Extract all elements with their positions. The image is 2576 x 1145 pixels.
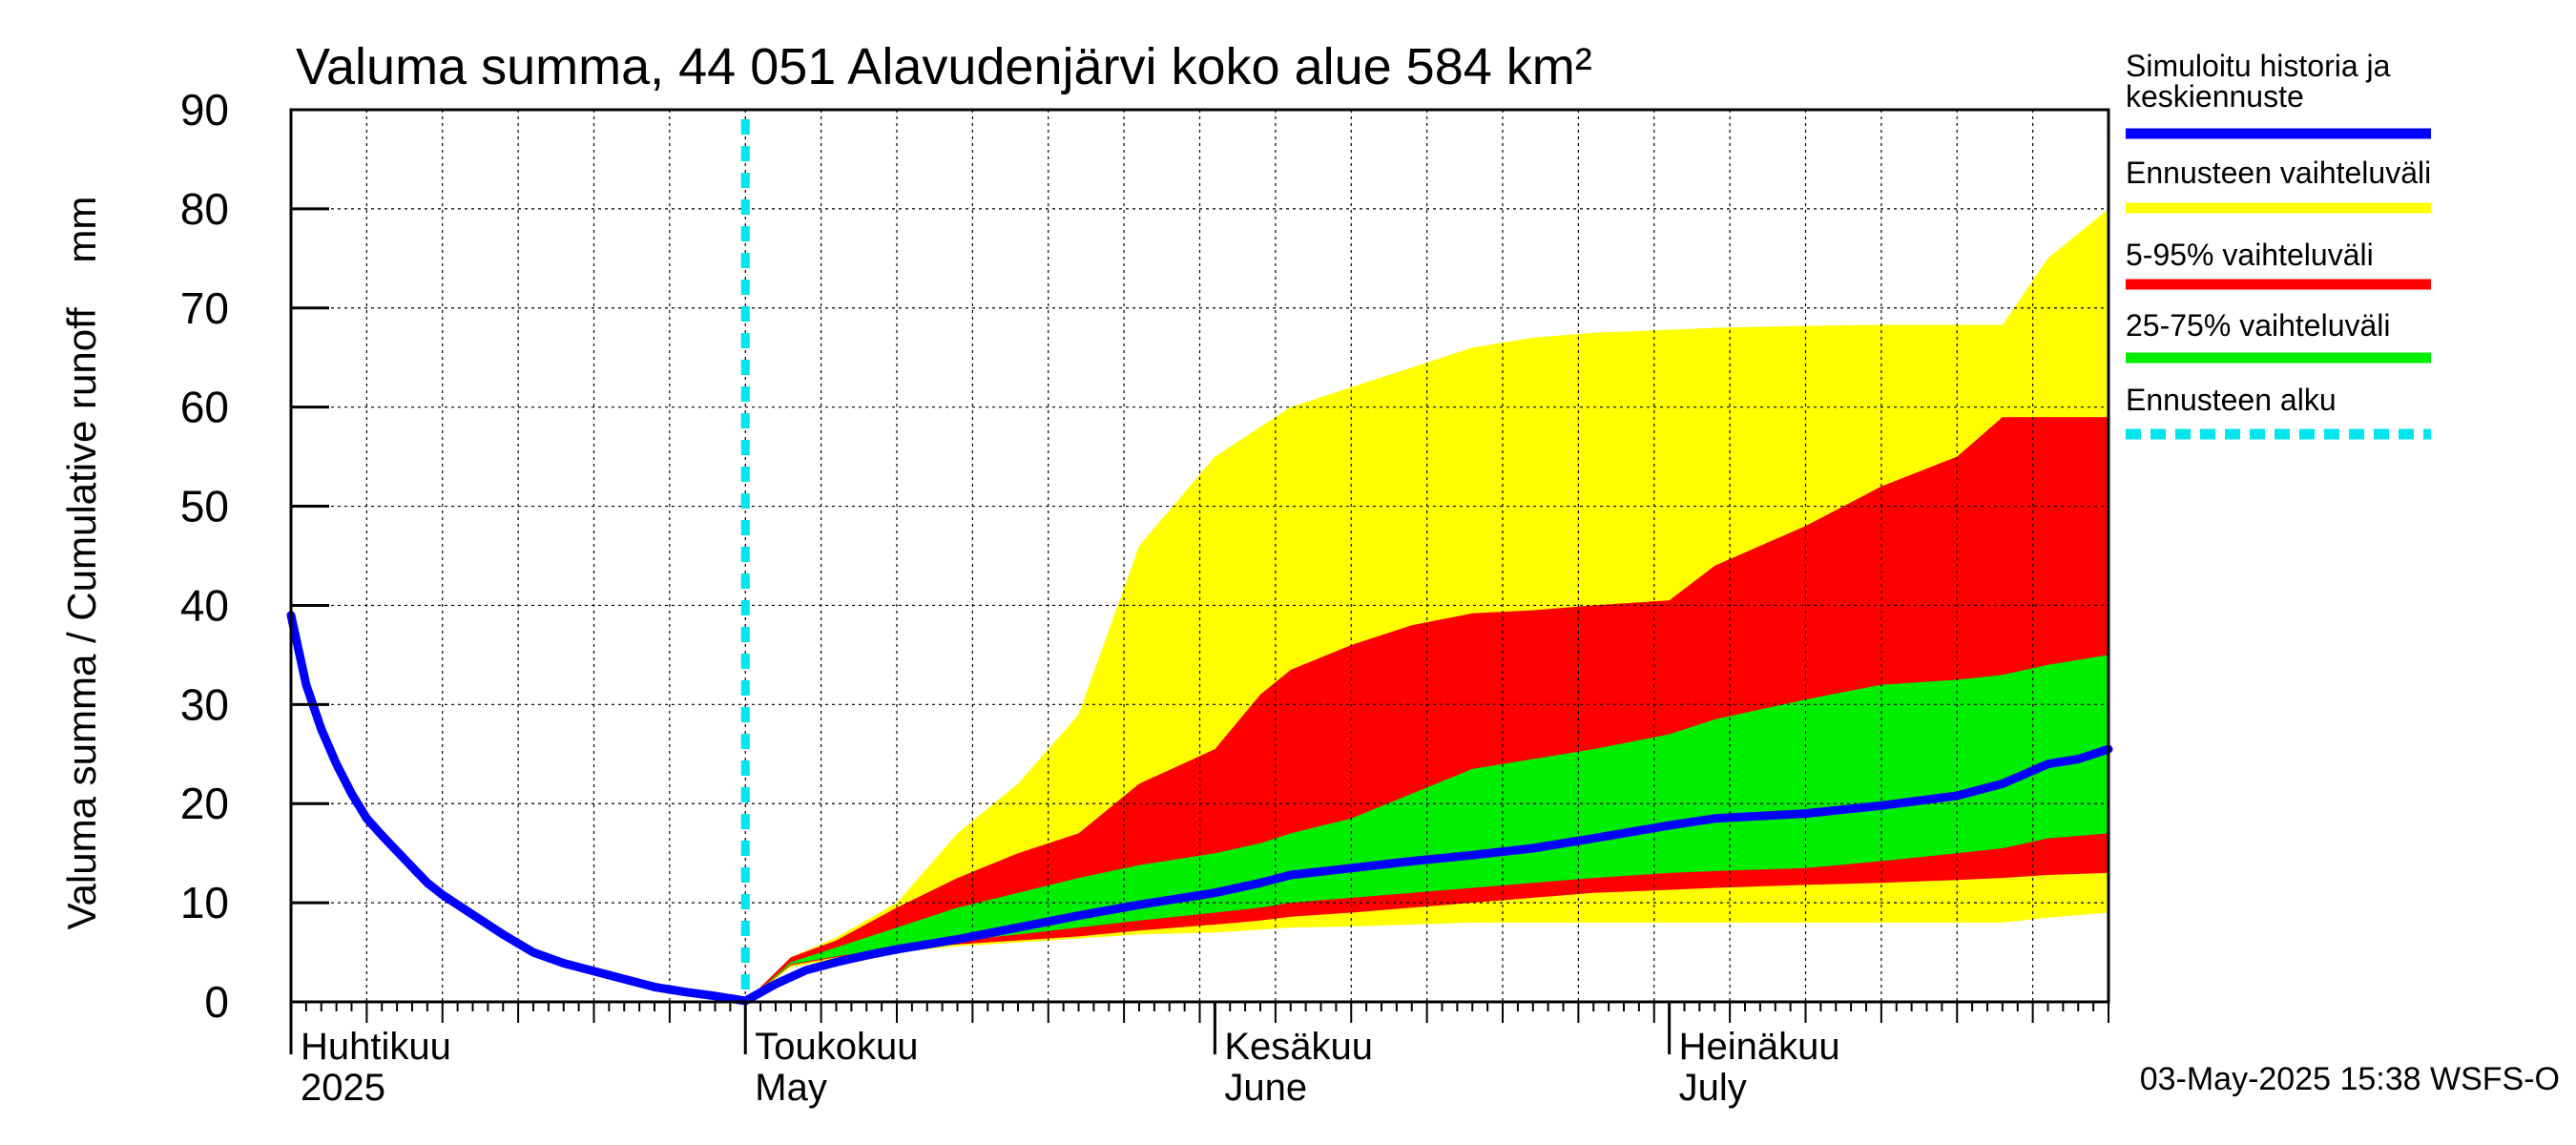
y-tick-label: 80 [180,184,229,234]
chart-title: Valuma summa, 44 051 Alavudenjärvi koko … [296,38,1592,95]
median-layer [286,611,2113,1006]
y-tick-label: 90 [180,85,229,135]
y-tick-label: 20 [180,779,229,828]
y-tick-label: 0 [204,977,229,1027]
legend-label: Ennusteen vaihteluväli [2126,156,2431,190]
legend-label: Ennusteen alku [2126,383,2337,417]
y-tick-label: 40 [180,580,229,630]
legend-label: keskiennuste [2126,79,2304,114]
footer-timestamp: 03-May-2025 15:38 WSFS-O [2140,1061,2560,1097]
y-tick-label: 70 [180,283,229,333]
axes [289,108,2110,1054]
month-label: Heinäkuu [1679,1026,1840,1068]
month-label: Toukokuu [755,1026,918,1068]
y-tick-label: 10 [180,878,229,927]
y-tick-labels: 0 10 20 30 40 50 60 70 80 90 [180,85,229,1027]
median-line [286,611,2113,1006]
y-tick-label: 50 [180,482,229,531]
legend-label: Simuloitu historia ja [2126,49,2391,83]
y-axis-label: Valuma summa / Cumulative runoff mm [59,197,104,930]
legend-label: 5-95% vaihteluväli [2126,238,2374,272]
month-label: Huhtikuu [301,1026,451,1068]
y-tick-label: 60 [180,383,229,432]
month-label: Kesäkuu [1224,1026,1373,1068]
month-sublabel: June [1224,1067,1307,1109]
month-sublabel: 2025 [301,1067,385,1109]
legend-label: 25-75% vaihteluväli [2126,308,2391,343]
month-sublabel: July [1679,1067,1747,1109]
month-sublabel: May [755,1067,827,1109]
y-tick-label: 30 [180,679,229,729]
